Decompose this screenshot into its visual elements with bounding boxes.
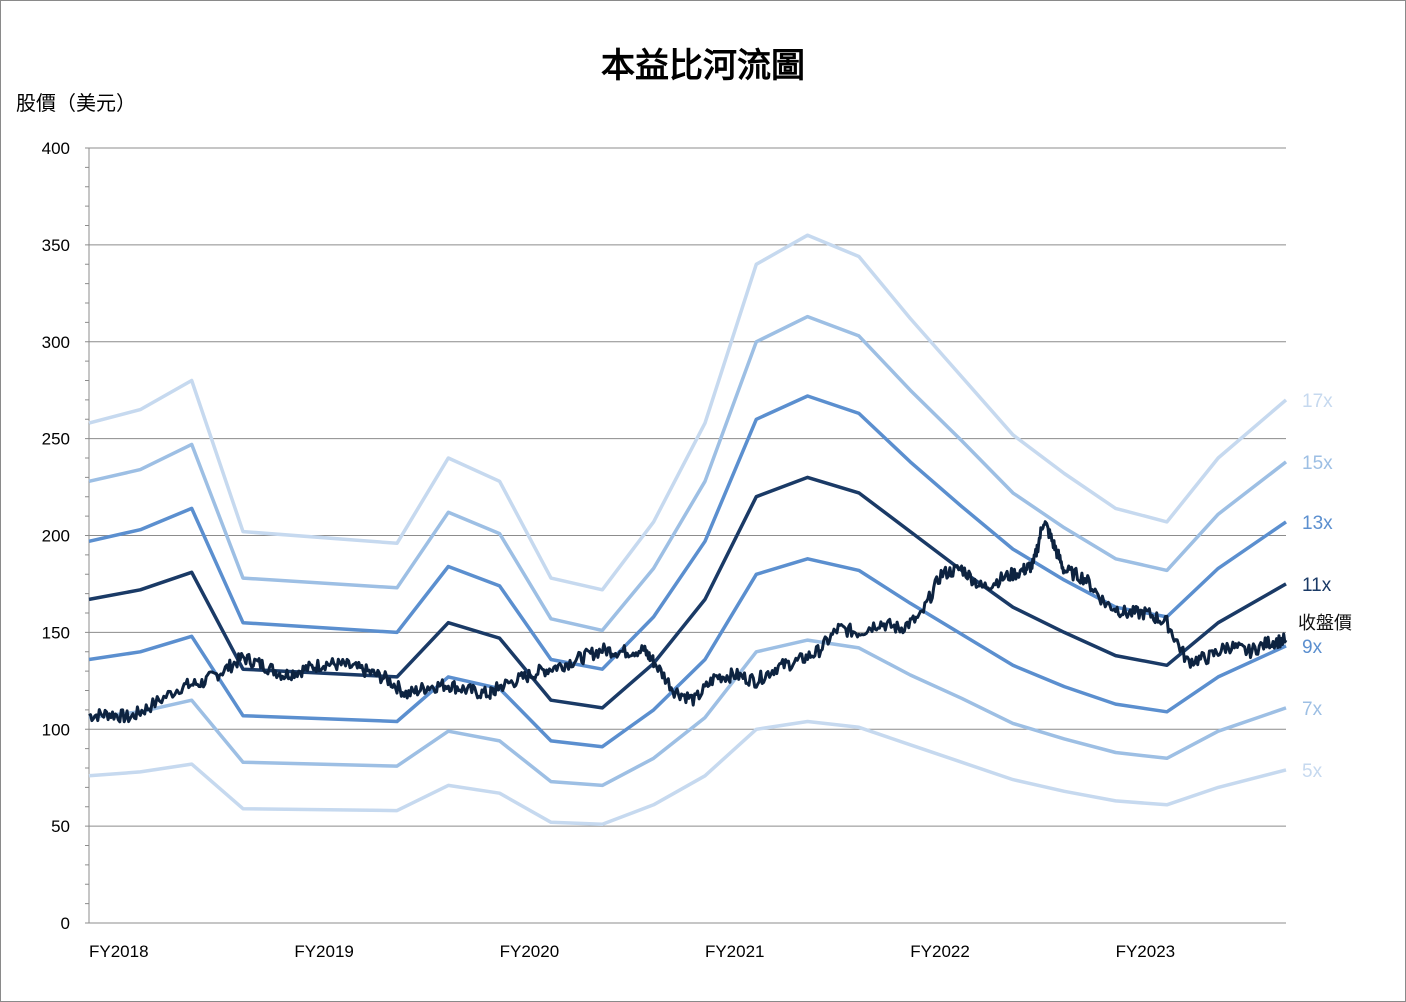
close-price-label: 收盤價: [1298, 613, 1352, 634]
x-tick-label: FY2023: [1116, 942, 1176, 961]
band-label-17x: 17x: [1302, 391, 1333, 412]
series-line-11x: [88, 475, 1287, 710]
x-tick-label: FY2018: [89, 942, 149, 961]
y-axis-label: 股價（美元）: [16, 91, 136, 115]
x-tick-label: FY2022: [910, 942, 970, 961]
series-line-7x: [88, 638, 1287, 788]
y-tick-label: 400: [42, 139, 70, 158]
x-tick-label: FY2021: [705, 942, 765, 961]
y-tick-label: 300: [42, 333, 70, 352]
band-label-5x: 5x: [1302, 761, 1323, 782]
band-label-13x: 13x: [1302, 513, 1333, 534]
series-line-5x: [88, 719, 1287, 826]
y-tick-label: 0: [61, 914, 70, 933]
y-tick-label: 200: [42, 527, 70, 546]
close-price: [88, 520, 1288, 724]
y-tick-label: 50: [51, 817, 70, 836]
band-label-9x: 9x: [1302, 637, 1323, 658]
close-price-line: [88, 520, 1288, 724]
chart-title: 本益比河流圖: [601, 46, 805, 86]
series-line-9x: [88, 557, 1287, 749]
y-tick-label: 250: [42, 430, 70, 449]
y-tick-label: 350: [42, 236, 70, 255]
gridlines: [89, 147, 1286, 827]
axes: 0 50 100 150 200 250 300 350 400 FY2018 FY2019 FY20…: [42, 139, 1286, 961]
series-line-15x: [88, 314, 1288, 633]
y-tick-label: 150: [42, 623, 70, 642]
band-label-15x: 15x: [1302, 453, 1333, 474]
y-tick-label: 100: [42, 720, 70, 739]
band-label-7x: 7x: [1302, 699, 1323, 720]
band-label-11x: 11x: [1302, 575, 1332, 596]
x-tick-label: FY2019: [294, 942, 354, 961]
series-line-13x: [88, 394, 1287, 671]
pe-bands: [88, 233, 1288, 826]
band-labels: 17x 15x 13x 11x 9x 7x 5x 收盤價: [1298, 391, 1352, 782]
series-line-17x: [88, 233, 1288, 592]
x-tick-label: FY2020: [500, 942, 560, 961]
